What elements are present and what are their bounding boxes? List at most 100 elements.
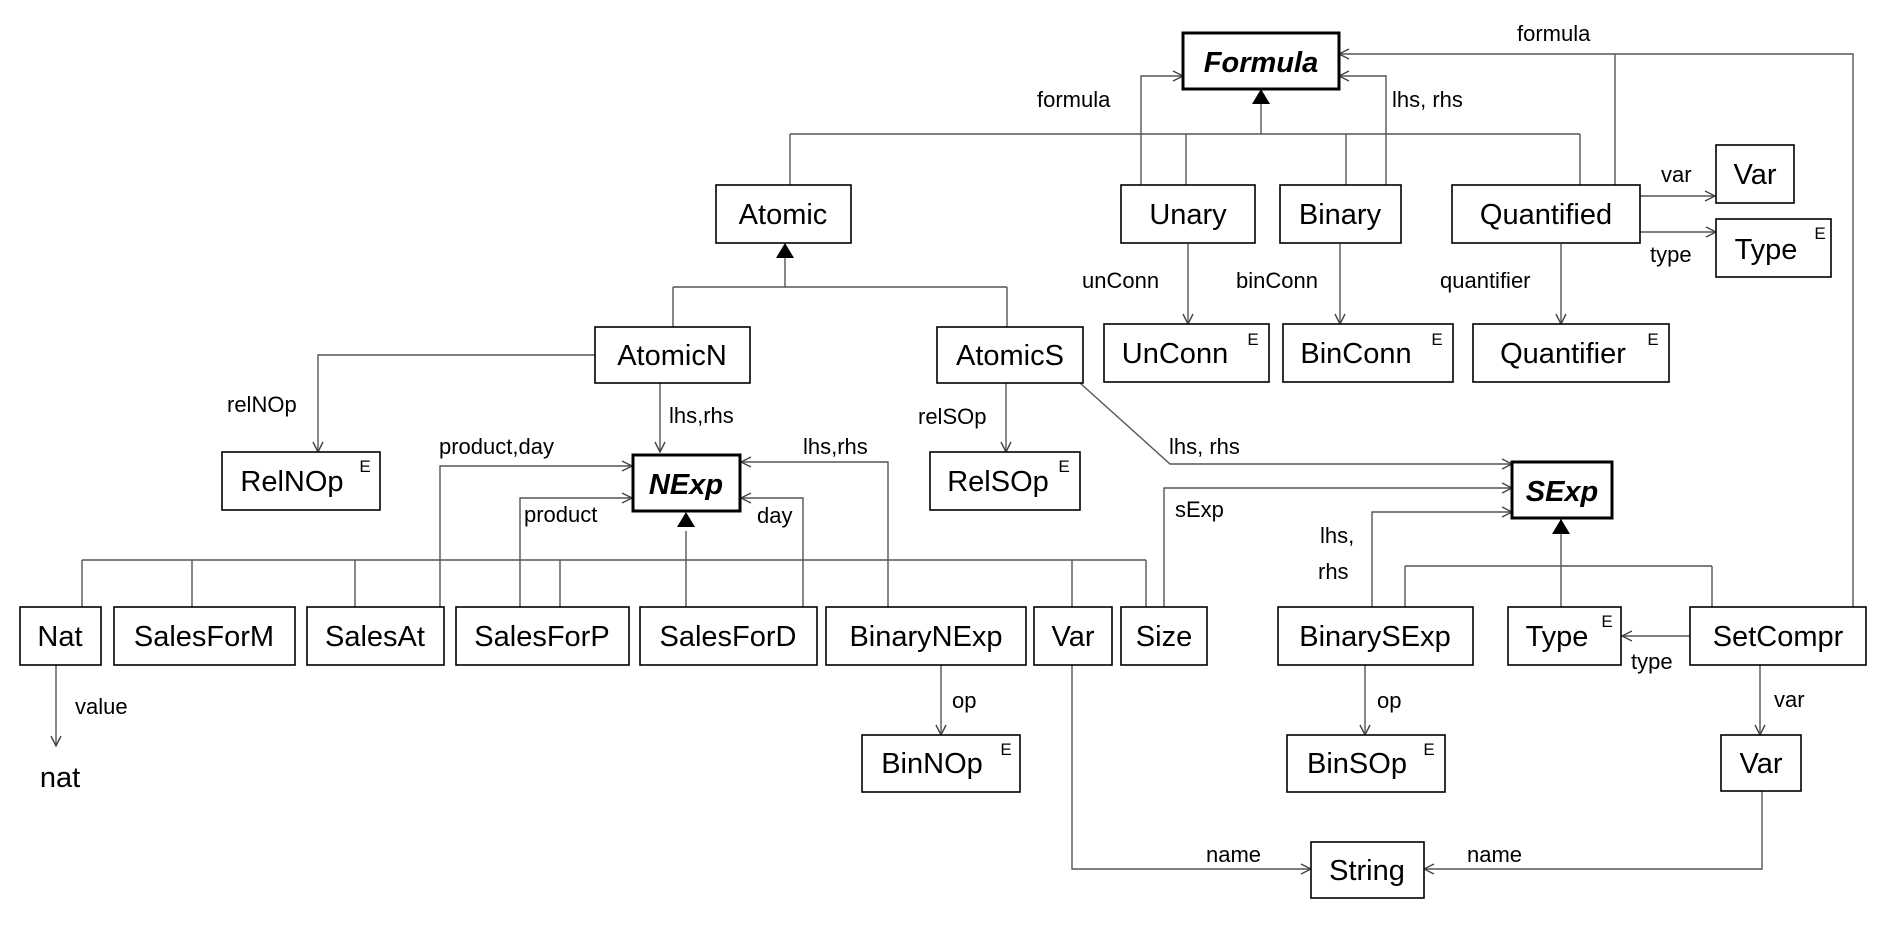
class-atomics[interactable]: AtomicS xyxy=(937,327,1083,383)
class-binarysexp[interactable]: BinarySExp xyxy=(1278,607,1473,665)
class-salesforp[interactable]: SalesForP xyxy=(456,607,629,665)
edge-unary-formula xyxy=(1141,76,1183,185)
class-binary[interactable]: Binary xyxy=(1280,185,1401,243)
class-setcompr[interactable]: SetCompr xyxy=(1690,607,1866,665)
label-type-setcompr: type xyxy=(1631,649,1673,674)
enum-marker: E xyxy=(1601,612,1612,631)
class-salesform[interactable]: SalesForM xyxy=(114,607,295,665)
label-lhs-rhs-atomicn: lhs,rhs xyxy=(669,403,734,428)
edge-binarynexp-nexp xyxy=(741,462,888,607)
class-binnop[interactable]: BinNOp E xyxy=(862,735,1020,792)
class-salesat[interactable]: SalesAt xyxy=(307,607,444,665)
label-value: value xyxy=(75,694,128,719)
class-relsop-label: RelSOp xyxy=(947,466,1049,498)
class-size-label: Size xyxy=(1136,621,1192,653)
class-atomicn-label: AtomicN xyxy=(617,340,727,372)
class-atomic[interactable]: Atomic xyxy=(716,185,851,243)
class-unary-label: Unary xyxy=(1149,199,1227,231)
class-unary[interactable]: Unary xyxy=(1121,185,1255,243)
edge-var-string xyxy=(1072,665,1311,869)
class-binary-label: Binary xyxy=(1299,199,1382,231)
class-formula[interactable]: Formula xyxy=(1183,33,1339,89)
class-var-n[interactable]: Var xyxy=(1034,607,1112,665)
edge-salesat-nexp xyxy=(440,466,632,607)
class-relsop[interactable]: RelSOp E xyxy=(930,452,1080,510)
enum-marker: E xyxy=(359,457,370,476)
class-salesforp-label: SalesForP xyxy=(474,621,609,653)
class-string-label: String xyxy=(1329,855,1405,887)
label-lhs-rhs-binarynexp: lhs,rhs xyxy=(803,434,868,459)
primitive-nat: nat xyxy=(40,762,80,794)
inheritance-triangle-nexp xyxy=(677,512,695,527)
label-lhs-rhs-binary: lhs, rhs xyxy=(1392,87,1463,112)
enum-marker: E xyxy=(1058,457,1069,476)
inheritance-triangle-formula xyxy=(1252,89,1270,104)
class-formula-label: Formula xyxy=(1204,47,1318,79)
class-nexp-label: NExp xyxy=(649,469,723,501)
class-binsop-label: BinSOp xyxy=(1307,748,1407,780)
inheritance-triangle-atomic xyxy=(776,243,794,258)
class-binarynexp-label: BinaryNExp xyxy=(849,621,1002,653)
class-type-s[interactable]: Type E xyxy=(1508,607,1621,665)
class-quantifier-label: Quantifier xyxy=(1500,338,1626,370)
edge-nexp-subtypes xyxy=(82,531,1146,607)
class-quantifier[interactable]: Quantifier E xyxy=(1473,324,1669,382)
edge-binarysexp-sexp xyxy=(1372,512,1512,607)
class-unconn[interactable]: UnConn E xyxy=(1104,324,1269,382)
label-lhs-sexp: lhs, xyxy=(1320,523,1354,548)
label-lhs-rhs-atomics: lhs, rhs xyxy=(1169,434,1240,459)
class-var-quantified-label: Var xyxy=(1734,159,1777,191)
class-var-quantified[interactable]: Var xyxy=(1716,145,1794,203)
edge-atomics-sexp xyxy=(1080,383,1512,464)
class-unconn-label: UnConn xyxy=(1122,338,1228,370)
enum-marker: E xyxy=(1423,740,1434,759)
inheritance-triangle-sexp xyxy=(1552,519,1570,534)
class-binarysexp-label: BinarySExp xyxy=(1299,621,1451,653)
class-type-quantified[interactable]: Type E xyxy=(1716,219,1831,277)
class-atomics-label: AtomicS xyxy=(956,340,1064,372)
enum-marker: E xyxy=(1814,224,1825,243)
enum-marker: E xyxy=(1247,330,1258,349)
class-binsop[interactable]: BinSOp E xyxy=(1287,735,1445,792)
enum-marker: E xyxy=(1431,330,1442,349)
class-atomic-label: Atomic xyxy=(739,199,828,231)
class-binconn[interactable]: BinConn E xyxy=(1283,324,1453,382)
class-var-n-label: Var xyxy=(1052,621,1095,653)
class-atomicn[interactable]: AtomicN xyxy=(595,327,750,383)
label-op-n: op xyxy=(952,688,976,713)
class-binnop-label: BinNOp xyxy=(881,748,983,780)
class-var-s-label: Var xyxy=(1740,748,1783,780)
label-unconn: unConn xyxy=(1082,268,1159,293)
label-var-quantified: var xyxy=(1661,162,1692,187)
enum-marker: E xyxy=(1647,330,1658,349)
class-relnop[interactable]: RelNOp E xyxy=(222,452,380,510)
class-quantified[interactable]: Quantified xyxy=(1452,185,1640,243)
class-setcompr-label: SetCompr xyxy=(1713,621,1844,653)
class-size[interactable]: Size xyxy=(1121,607,1207,665)
label-day: day xyxy=(757,503,792,528)
class-salesat-label: SalesAt xyxy=(325,621,425,653)
class-var-s[interactable]: Var xyxy=(1721,735,1801,791)
class-type-quantified-label: Type xyxy=(1735,234,1798,266)
label-formula-top: formula xyxy=(1517,21,1591,46)
class-type-s-label: Type xyxy=(1526,621,1589,653)
label-relnop: relNOp xyxy=(227,392,297,417)
class-string[interactable]: String xyxy=(1311,842,1424,898)
class-salesford[interactable]: SalesForD xyxy=(640,607,817,665)
label-name-left: name xyxy=(1206,842,1261,867)
class-sexp[interactable]: SExp xyxy=(1512,462,1612,518)
label-var-setcompr: var xyxy=(1774,687,1805,712)
class-nat[interactable]: Nat xyxy=(20,607,101,665)
class-binarynexp[interactable]: BinaryNExp xyxy=(826,607,1026,665)
enum-marker: E xyxy=(1000,740,1011,759)
label-binconn: binConn xyxy=(1236,268,1318,293)
label-relsop: relSOp xyxy=(918,404,986,429)
class-nexp[interactable]: NExp xyxy=(633,455,740,511)
label-quantifier: quantifier xyxy=(1440,268,1531,293)
edge-atomic-subtypes xyxy=(673,258,1007,329)
class-salesform-label: SalesForM xyxy=(134,621,274,653)
label-name-right: name xyxy=(1467,842,1522,867)
label-op-s: op xyxy=(1377,688,1401,713)
label-product: product xyxy=(524,502,597,527)
